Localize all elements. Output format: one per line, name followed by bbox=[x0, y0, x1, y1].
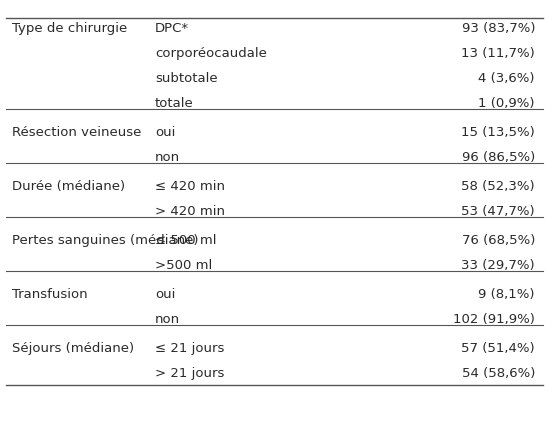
Text: 9 (8,1%): 9 (8,1%) bbox=[478, 288, 535, 301]
Text: oui: oui bbox=[155, 126, 175, 139]
Text: 1 (0,9%): 1 (0,9%) bbox=[478, 97, 535, 110]
Text: 102 (91,9%): 102 (91,9%) bbox=[453, 313, 535, 326]
Text: Séjours (médiane): Séjours (médiane) bbox=[12, 342, 134, 355]
Text: Type de chirurgie: Type de chirurgie bbox=[12, 22, 127, 35]
Text: totale: totale bbox=[155, 97, 194, 110]
Text: non: non bbox=[155, 313, 180, 326]
Text: 54 (58,6%): 54 (58,6%) bbox=[462, 367, 535, 380]
Text: corporéocaudale: corporéocaudale bbox=[155, 47, 267, 60]
Text: 96 (86,5%): 96 (86,5%) bbox=[462, 151, 535, 164]
Text: 57 (51,4%): 57 (51,4%) bbox=[461, 342, 535, 355]
Text: 53 (47,7%): 53 (47,7%) bbox=[461, 205, 535, 218]
Text: > 21 jours: > 21 jours bbox=[155, 367, 224, 380]
Text: 15 (13,5%): 15 (13,5%) bbox=[461, 126, 535, 139]
Text: oui: oui bbox=[155, 288, 175, 301]
Text: 33 (29,7%): 33 (29,7%) bbox=[461, 259, 535, 272]
Text: DPC*: DPC* bbox=[155, 22, 189, 35]
Text: ≤ 21 jours: ≤ 21 jours bbox=[155, 342, 224, 355]
Text: Durée (médiane): Durée (médiane) bbox=[12, 180, 125, 193]
Text: ≤ 500 ml: ≤ 500 ml bbox=[155, 234, 216, 247]
Text: subtotale: subtotale bbox=[155, 72, 218, 85]
Text: Pertes sanguines (médiane): Pertes sanguines (médiane) bbox=[12, 234, 199, 247]
Text: non: non bbox=[155, 151, 180, 164]
Text: >500 ml: >500 ml bbox=[155, 259, 212, 272]
Text: > 420 min: > 420 min bbox=[155, 205, 225, 218]
Text: 58 (52,3%): 58 (52,3%) bbox=[461, 180, 535, 193]
Text: 76 (68,5%): 76 (68,5%) bbox=[462, 234, 535, 247]
Text: 93 (83,7%): 93 (83,7%) bbox=[462, 22, 535, 35]
Text: 4 (3,6%): 4 (3,6%) bbox=[478, 72, 535, 85]
Text: 13 (11,7%): 13 (11,7%) bbox=[461, 47, 535, 60]
Text: ≤ 420 min: ≤ 420 min bbox=[155, 180, 225, 193]
Text: Transfusion: Transfusion bbox=[12, 288, 88, 301]
Text: Résection veineuse: Résection veineuse bbox=[12, 126, 142, 139]
